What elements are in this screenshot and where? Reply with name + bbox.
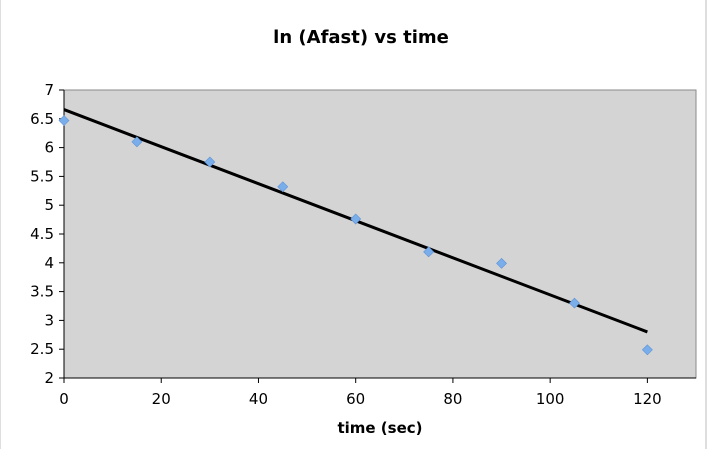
- plot-area: [63, 89, 697, 379]
- data-point: [569, 297, 580, 309]
- x-tick-label: 60: [346, 390, 365, 408]
- y-tick-label: 2: [44, 369, 54, 387]
- data-point: [204, 156, 216, 168]
- data-point: [277, 181, 289, 193]
- y-tick-label: 6: [44, 139, 54, 157]
- data-point: [423, 246, 435, 258]
- data-point: [131, 136, 143, 148]
- x-tick-label: 100: [536, 390, 565, 408]
- y-tick-label: 5: [44, 196, 54, 214]
- data-point: [350, 213, 362, 225]
- y-tick-label: 7: [44, 81, 54, 99]
- y-tick-label: 3.5: [30, 283, 54, 301]
- tick-labels: 2 2.5 3 3.5 4 4.5 5 5.5 6 6.5 7 0 20 40 60 80 100 120: [30, 81, 662, 408]
- data-point: [641, 344, 653, 356]
- x-tick-label: 80: [443, 390, 462, 408]
- x-tick-label: 0: [59, 390, 69, 408]
- y-tick-label: 4: [44, 254, 54, 272]
- data-point: [496, 257, 507, 269]
- y-tick-label: 2.5: [30, 340, 54, 358]
- x-axis-title: time (sec): [337, 419, 422, 437]
- y-tick-label: 6.5: [30, 110, 54, 128]
- y-tick-label: 5.5: [30, 167, 54, 185]
- y-tick-label: 3: [44, 311, 54, 329]
- x-tick-label: 20: [152, 390, 171, 408]
- data-points: [58, 115, 653, 356]
- x-tick-label: 40: [249, 390, 268, 408]
- data-point: [58, 115, 70, 126]
- y-tick-label: 4.5: [30, 225, 54, 243]
- chart-title: ln (Afast) vs time: [273, 27, 449, 48]
- x-tick-label: 120: [633, 390, 662, 408]
